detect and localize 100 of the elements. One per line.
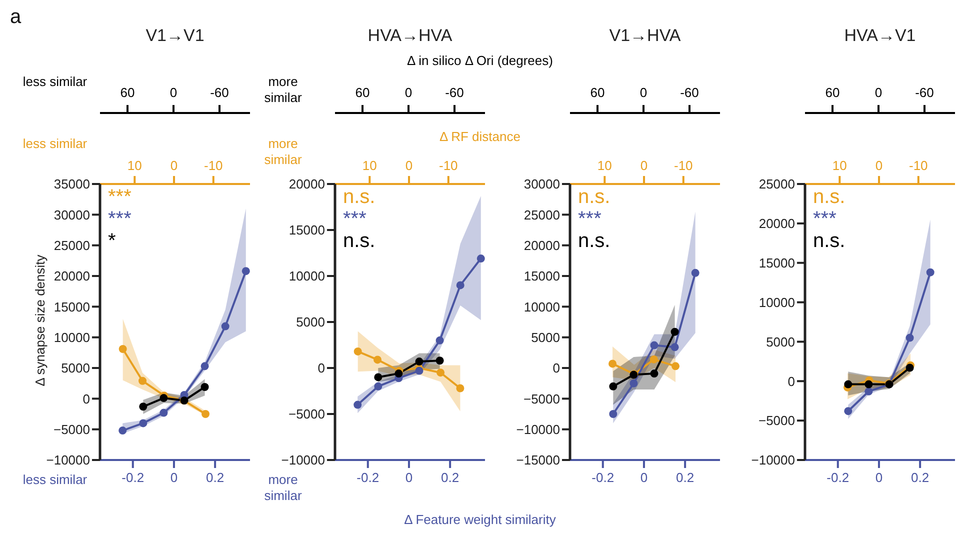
- x2-tick-label: 10: [362, 158, 377, 173]
- point: [160, 408, 168, 417]
- x2-tick-label: -10: [674, 158, 693, 173]
- y-tick-label: 5000: [531, 330, 560, 345]
- point: [670, 343, 679, 352]
- y-tick-label: 15000: [288, 222, 325, 238]
- text: 0: [874, 85, 882, 100]
- point: [864, 387, 873, 396]
- x2-axis-title: Δ RF distance: [440, 129, 520, 144]
- point: [670, 328, 679, 336]
- text: more similar: [263, 136, 303, 168]
- y-tick-label: 25000: [758, 176, 795, 192]
- point: [436, 356, 444, 365]
- annotation: ***: [813, 208, 836, 230]
- text: 0: [404, 85, 412, 100]
- y-tick-label: 5000: [61, 360, 90, 376]
- x2-tick-label: 10: [127, 158, 142, 173]
- x-tick-label: 0.2: [441, 470, 460, 485]
- x-tick-label: 0: [405, 470, 413, 485]
- y-tick-label: 5000: [296, 314, 325, 330]
- y-tick-label: −15000: [516, 452, 560, 468]
- text: HVA→HVA: [366, 26, 454, 46]
- annotation: *: [108, 230, 116, 252]
- point: [200, 383, 209, 392]
- text: 60: [825, 85, 840, 100]
- point: [844, 380, 852, 388]
- annotation: n.s.: [343, 230, 376, 252]
- x2-tick-label: 0: [170, 158, 178, 173]
- point: [906, 334, 914, 342]
- y-tick-label: 20000: [524, 238, 560, 253]
- y-tick-label: −10000: [46, 452, 90, 468]
- text: V1→HVA: [608, 26, 682, 46]
- point: [864, 380, 873, 388]
- text: -60: [445, 85, 464, 100]
- y-tick-label: 35000: [54, 176, 90, 192]
- x-tick-label: 0: [640, 470, 648, 485]
- point: [476, 254, 485, 263]
- y-axis-title: Δ synapse size density: [32, 254, 48, 388]
- y-tick-label: 0: [318, 360, 325, 376]
- x2-tick-label: 0: [875, 158, 883, 173]
- text: a: [10, 6, 22, 29]
- y-tick-label: 25000: [54, 238, 90, 253]
- point: [609, 382, 618, 390]
- y-tick-label: 20000: [758, 216, 795, 232]
- text: -60: [915, 85, 934, 100]
- text: less similar: [22, 136, 88, 152]
- y-tick-label: 30000: [54, 207, 90, 222]
- y-tick-label: −10000: [516, 422, 560, 437]
- text: 0: [170, 85, 178, 100]
- point: [160, 394, 168, 402]
- point: [242, 267, 250, 276]
- annotation: n.s.: [578, 230, 610, 252]
- text: less similar: [22, 74, 88, 90]
- y-tick-label: −5000: [758, 413, 795, 428]
- point: [436, 336, 444, 344]
- x2-tick-label: 10: [597, 158, 612, 173]
- text: -60: [680, 85, 699, 100]
- text: less similar: [22, 472, 88, 488]
- point: [609, 410, 618, 418]
- point: [394, 370, 403, 378]
- y-tick-label: 5000: [766, 334, 795, 350]
- y-tick-label: 20000: [54, 268, 90, 284]
- y-tick-label: 20000: [288, 176, 325, 192]
- x2-tick-label: 10: [832, 158, 847, 173]
- y-tick-label: 0: [552, 360, 560, 376]
- annotation: ***: [578, 208, 602, 230]
- annotation: n.s.: [578, 186, 610, 208]
- point: [221, 322, 230, 330]
- x-tick-label: -0.2: [826, 470, 850, 485]
- text: Δ in silico Δ Ori (degrees): [406, 53, 554, 68]
- point: [926, 268, 934, 276]
- annotation: n.s.: [343, 186, 376, 208]
- text: V1→V1: [144, 26, 206, 46]
- y-tick-label: 10000: [288, 268, 325, 284]
- text: 60: [120, 85, 135, 100]
- x-axis-title: Δ Feature weight similarity: [403, 512, 557, 527]
- text: more similar: [263, 74, 303, 106]
- y-tick-label: −10000: [751, 452, 795, 468]
- y-tick-label: −5000: [53, 422, 90, 437]
- text: 60: [590, 85, 605, 100]
- annotation: ***: [108, 208, 132, 230]
- x-tick-label: 0: [875, 470, 883, 485]
- point: [200, 362, 209, 370]
- y-tick-label: 0: [82, 391, 90, 406]
- x2-tick-label: 0: [405, 158, 413, 173]
- point: [906, 364, 914, 372]
- point: [139, 402, 148, 411]
- text: HVA→V1: [843, 26, 917, 46]
- y-tick-label: 10000: [524, 299, 560, 314]
- x-tick-label: -0.2: [356, 470, 380, 485]
- x-tick-label: -0.2: [122, 470, 144, 485]
- point: [691, 268, 700, 277]
- point: [415, 358, 424, 366]
- x-tick-label: 0.2: [911, 470, 930, 485]
- annotation: n.s.: [813, 230, 846, 252]
- x-tick-label: 0.2: [206, 470, 224, 485]
- y-tick-label: 30000: [524, 176, 560, 192]
- x-tick-label: 0: [170, 470, 178, 485]
- x-tick-label: -0.2: [592, 470, 614, 485]
- point: [374, 373, 382, 382]
